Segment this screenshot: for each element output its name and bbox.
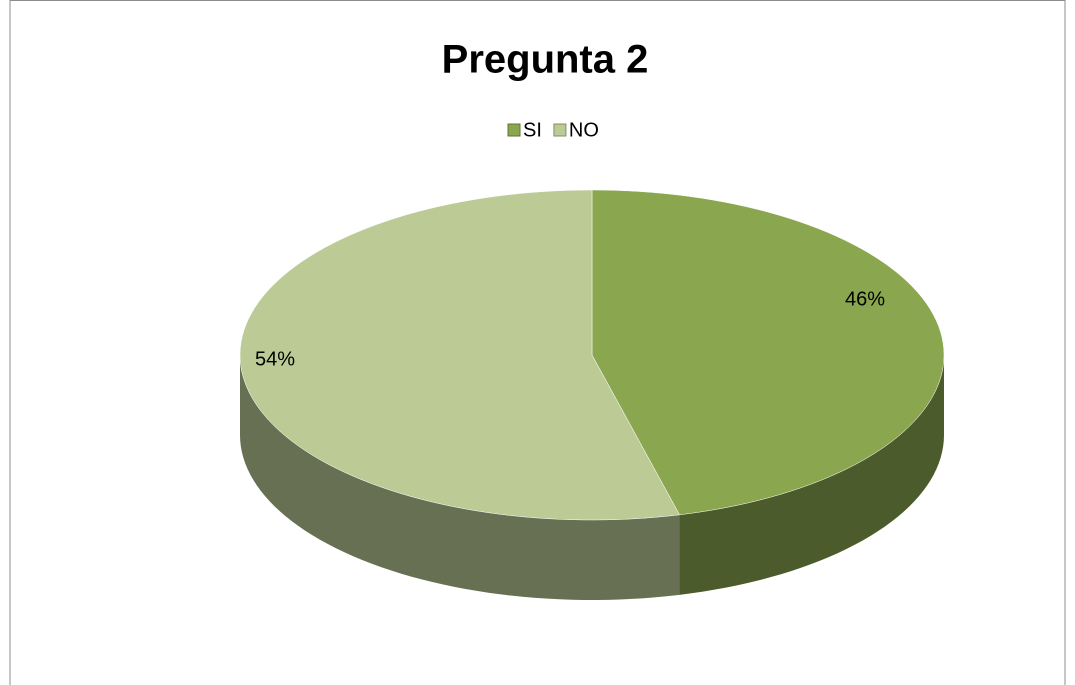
pie-side <box>240 355 680 600</box>
data-label: 54% <box>255 348 295 370</box>
legend-label: NO <box>569 119 599 141</box>
legend-swatch <box>507 123 521 137</box>
pie-side <box>679 355 944 595</box>
pie-slice <box>591 189 945 516</box>
pie-slice <box>239 189 680 521</box>
data-label: 46% <box>845 288 885 310</box>
chart-title: Pregunta 2 <box>442 38 649 82</box>
legend-swatch <box>553 123 567 137</box>
legend-label: SI <box>523 119 542 141</box>
